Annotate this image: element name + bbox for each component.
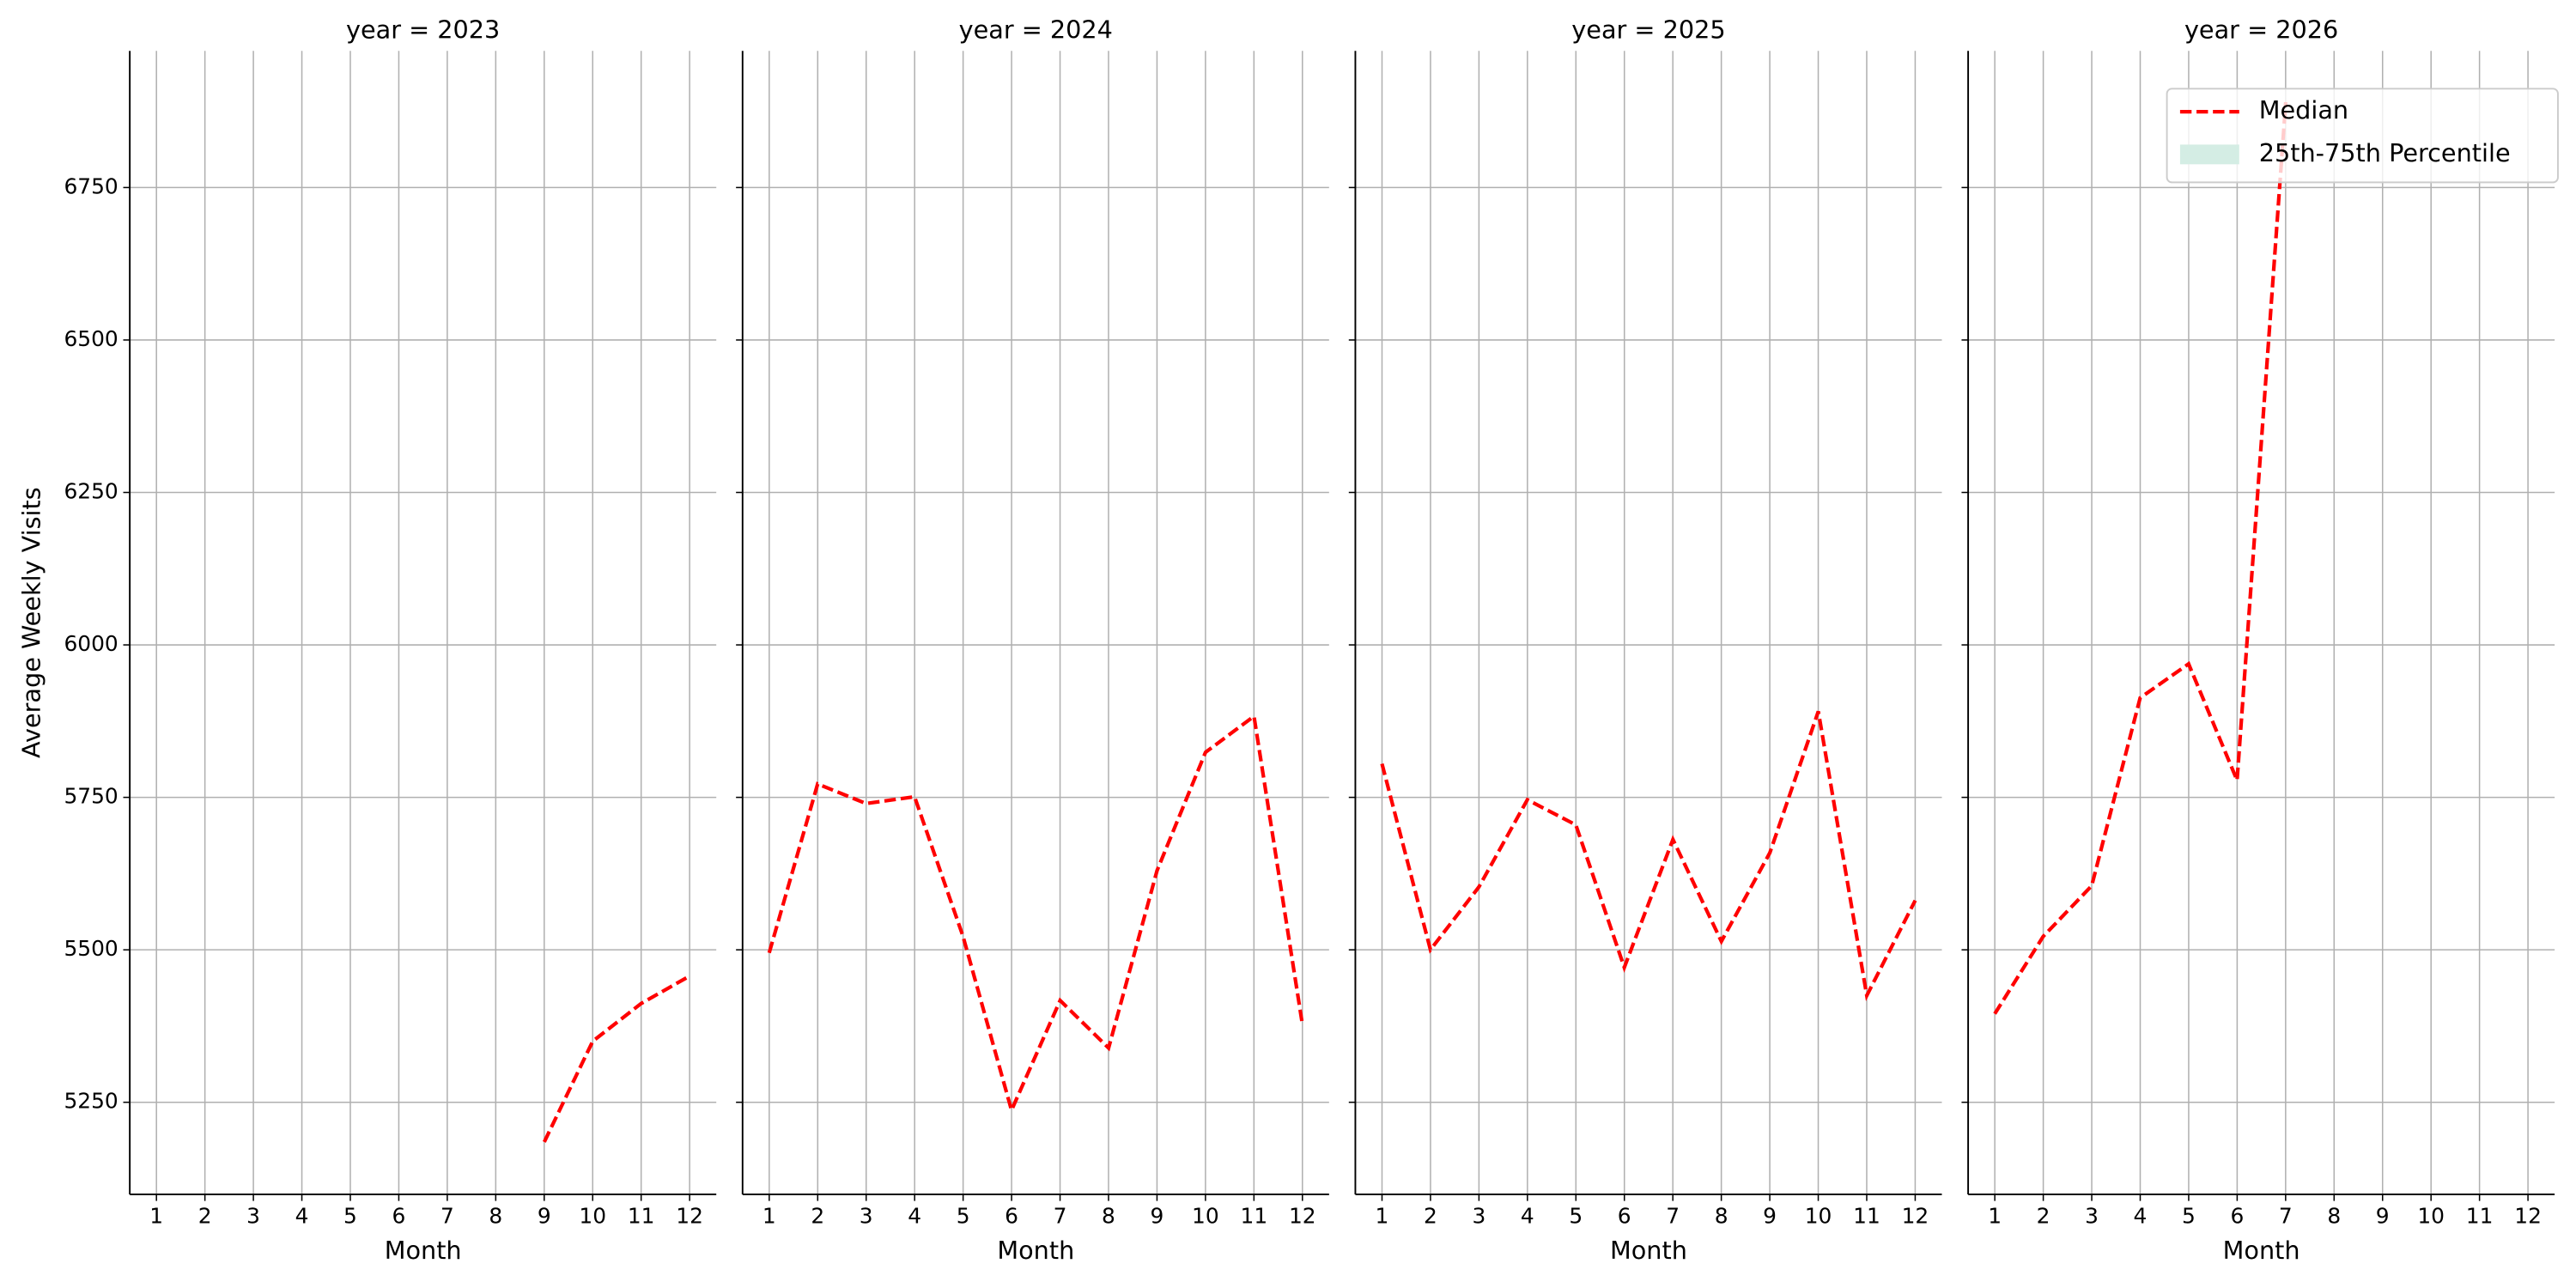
x-axis-label: Month [997, 1236, 1074, 1265]
x-tick-label: 11 [628, 1204, 655, 1229]
legend-label: Median [2259, 95, 2348, 125]
x-axis-label: Month [385, 1236, 462, 1265]
x-tick-label: 2 [198, 1204, 212, 1229]
y-tick-label: 5750 [64, 784, 118, 809]
x-tick-label: 2 [811, 1204, 824, 1229]
x-tick-label: 5 [343, 1204, 357, 1229]
panel-title: year = 2024 [959, 15, 1113, 44]
median-line [1993, 101, 2288, 1015]
x-tick-label: 3 [1472, 1204, 1485, 1229]
x-axis-label: Month [2223, 1236, 2300, 1265]
x-tick-label: 7 [1666, 1204, 1680, 1229]
x-tick-label: 8 [489, 1204, 502, 1229]
x-tick-label: 11 [2466, 1204, 2494, 1229]
x-tick-label: 10 [2417, 1204, 2445, 1229]
x-tick-label: 6 [1618, 1204, 1631, 1229]
x-tick-label: 4 [295, 1204, 309, 1229]
x-tick-label: 6 [392, 1204, 406, 1229]
x-tick-label: 3 [246, 1204, 260, 1229]
x-tick-label: 10 [1805, 1204, 1832, 1229]
median-line [767, 713, 1304, 1116]
y-tick-label: 5250 [64, 1089, 118, 1114]
x-tick-label: 1 [149, 1204, 163, 1229]
x-tick-label: 3 [2085, 1204, 2099, 1229]
x-tick-label: 1 [1376, 1204, 1389, 1229]
x-tick-label: 7 [1054, 1204, 1067, 1229]
x-tick-label: 5 [1569, 1204, 1583, 1229]
x-tick-label: 4 [1521, 1204, 1534, 1229]
x-tick-label: 9 [1763, 1204, 1777, 1229]
y-tick-label: 6250 [64, 478, 118, 503]
x-tick-label: 6 [2230, 1204, 2244, 1229]
x-tick-label: 5 [957, 1204, 970, 1229]
legend-label: 25th-75th Percentile [2259, 138, 2511, 167]
x-axis-label: Month [1610, 1236, 1687, 1265]
legend-box [2166, 88, 2559, 184]
x-tick-label: 12 [676, 1204, 703, 1229]
x-tick-label: 7 [440, 1204, 454, 1229]
x-tick-label: 8 [2327, 1204, 2341, 1229]
panel-title: year = 2025 [1571, 15, 1725, 44]
y-tick-label: 6500 [64, 326, 118, 351]
x-tick-label: 12 [2514, 1204, 2542, 1229]
x-tick-label: 8 [1102, 1204, 1115, 1229]
x-tick-label: 11 [1853, 1204, 1880, 1229]
x-tick-label: 1 [762, 1204, 776, 1229]
x-tick-label: 9 [538, 1204, 551, 1229]
x-tick-label: 6 [1005, 1204, 1018, 1229]
x-tick-label: 7 [2279, 1204, 2293, 1229]
y-tick-label: 5500 [64, 936, 118, 961]
x-tick-label: 11 [1241, 1204, 1268, 1229]
median-line [1380, 710, 1917, 1002]
x-tick-label: 3 [860, 1204, 873, 1229]
y-tick-label: 6000 [64, 631, 118, 656]
y-tick-label: 6750 [64, 173, 118, 198]
x-tick-label: 10 [1192, 1204, 1219, 1229]
x-tick-label: 4 [908, 1204, 921, 1229]
y-axis-label: Average Weekly Visits [16, 487, 46, 758]
panel-title: year = 2026 [2184, 15, 2338, 44]
panel-title: year = 2023 [346, 15, 500, 44]
x-tick-label: 5 [2182, 1204, 2196, 1229]
x-tick-label: 2 [2037, 1204, 2050, 1229]
x-tick-label: 4 [2134, 1204, 2148, 1229]
x-tick-label: 2 [1424, 1204, 1437, 1229]
x-tick-label: 9 [2376, 1204, 2390, 1229]
x-tick-label: 12 [1902, 1204, 1929, 1229]
x-tick-label: 9 [1151, 1204, 1164, 1229]
x-tick-label: 1 [1988, 1204, 2002, 1229]
x-tick-label: 8 [1715, 1204, 1728, 1229]
legend-swatch [2179, 144, 2239, 165]
x-tick-label: 10 [579, 1204, 606, 1229]
x-tick-label: 12 [1289, 1204, 1316, 1229]
median-line [542, 974, 691, 1143]
